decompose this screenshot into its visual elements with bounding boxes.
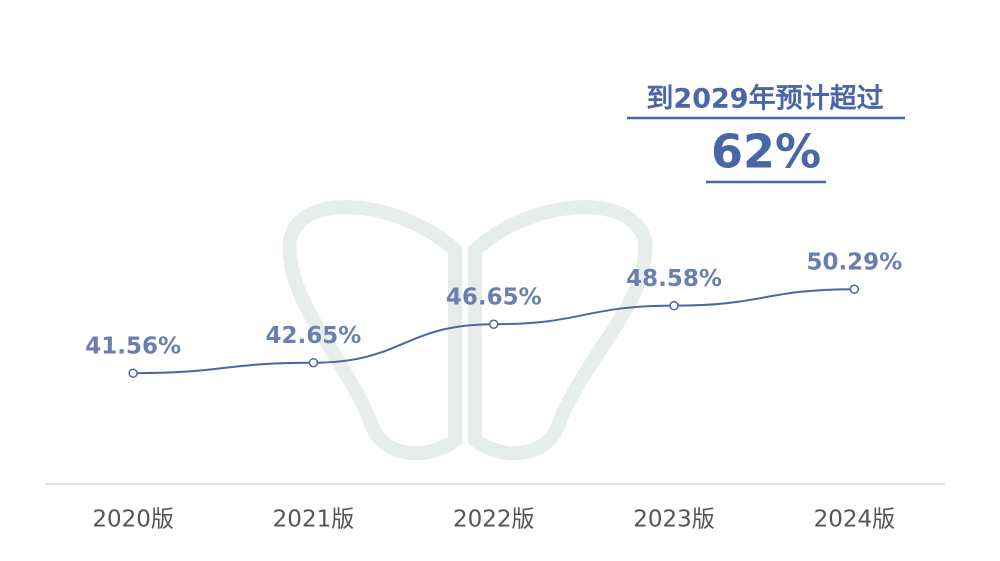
value-label: 41.56% xyxy=(85,334,181,360)
x-tick-label: 2021版 xyxy=(273,507,355,533)
x-tick-label: 2023版 xyxy=(633,507,715,533)
x-tick-label: 2024版 xyxy=(814,507,896,533)
watermark xyxy=(282,200,653,461)
x-tick-label: 2020版 xyxy=(92,507,174,533)
value-label: 50.29% xyxy=(806,250,902,276)
value-label: 42.65% xyxy=(266,323,362,349)
point xyxy=(128,368,138,378)
annotation-value: 62% xyxy=(711,125,821,179)
point xyxy=(669,300,679,311)
point xyxy=(489,319,499,329)
point xyxy=(849,284,860,294)
annotation-text: 到2029年预计超过 xyxy=(646,83,883,115)
value-label: 48.58% xyxy=(626,266,722,292)
x-tick-label: 2022版 xyxy=(453,507,535,533)
value-label: 46.65% xyxy=(446,285,542,311)
point xyxy=(308,357,319,368)
